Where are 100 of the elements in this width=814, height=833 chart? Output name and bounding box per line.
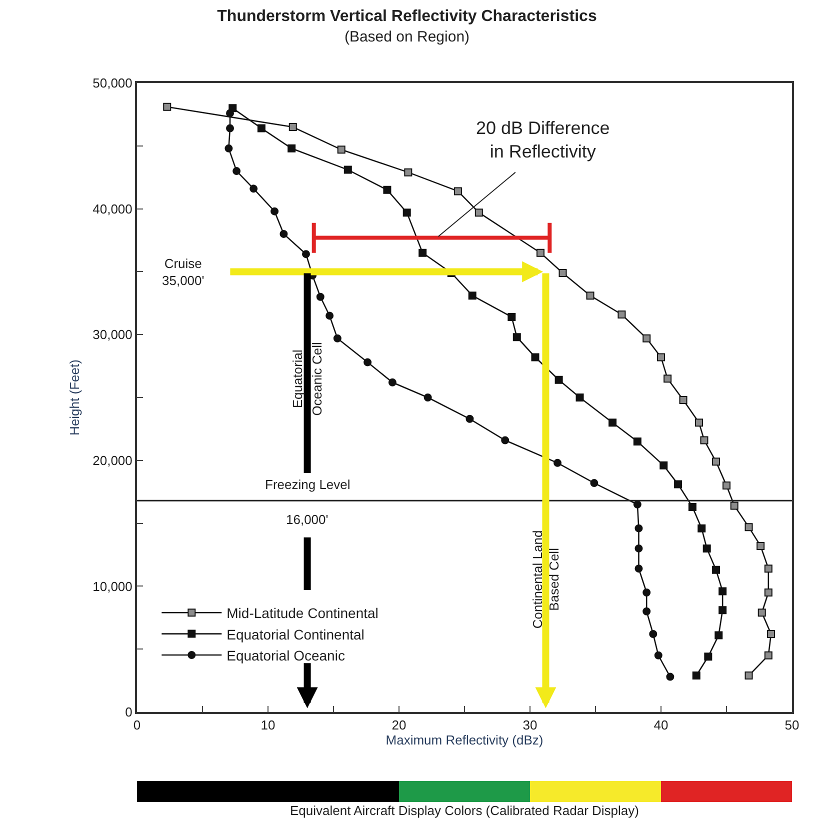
annotation: Cruise 35,000' [162, 256, 204, 288]
point [466, 414, 474, 423]
point [634, 564, 643, 573]
y-axis-title: Height (Feet) [67, 360, 82, 436]
point [744, 672, 753, 680]
point [508, 312, 516, 321]
point [712, 566, 720, 574]
point [280, 230, 288, 238]
annotation: Continental Land Based Cell [530, 530, 562, 629]
point [692, 672, 700, 680]
legend-label: Mid-Latitude Continental [226, 605, 378, 622]
point [337, 146, 346, 154]
legend-label: Equatorial Continental [226, 626, 364, 642]
x-axis-title: Maximum Reflectivity (dBz) [386, 732, 544, 748]
point [257, 124, 266, 132]
point [302, 250, 310, 258]
point [576, 394, 584, 402]
point [226, 124, 234, 132]
point [694, 418, 703, 427]
point [702, 544, 711, 552]
x-tick-label: 30 [522, 718, 538, 733]
point [468, 292, 476, 300]
point [642, 588, 651, 596]
point [698, 524, 706, 532]
point [590, 479, 598, 488]
point [649, 630, 658, 638]
point [634, 524, 643, 532]
point [633, 500, 642, 508]
point [660, 461, 668, 470]
point [664, 374, 672, 383]
point [454, 187, 462, 196]
point [674, 480, 682, 488]
point [764, 651, 772, 660]
y-tick-label: 40,000 [92, 201, 132, 216]
annotation: Equatorial Oceanic Cell [290, 342, 324, 416]
point [714, 631, 723, 640]
point [163, 102, 172, 111]
ref-line-label: Freezing Level [265, 477, 350, 492]
point [501, 436, 510, 444]
point [316, 292, 324, 301]
point [688, 502, 696, 511]
point [700, 436, 708, 444]
point [364, 358, 372, 366]
point [404, 168, 412, 176]
annotation: 20 dB Difference in Reflectivity [476, 118, 610, 162]
point [764, 588, 772, 596]
point [758, 608, 766, 617]
x-tick-label: 20 [392, 718, 406, 733]
point [402, 208, 411, 217]
point [270, 207, 279, 216]
point [326, 312, 334, 320]
point [744, 523, 753, 532]
x-tick-label: 10 [260, 718, 276, 733]
y-tick-label: 20,000 [92, 452, 132, 468]
point [654, 651, 662, 660]
point [712, 458, 720, 466]
x-tick-label: 40 [654, 718, 668, 733]
point [718, 606, 727, 614]
chart-title: Thunderstorm Vertical Reflectivity Characteristics [217, 8, 597, 25]
point [418, 248, 427, 257]
point [344, 166, 352, 174]
point [512, 333, 521, 342]
point [634, 544, 643, 552]
y-tick-label: 30,000 [92, 327, 132, 342]
point [250, 184, 258, 193]
point [288, 144, 296, 152]
point [718, 587, 727, 596]
point [586, 292, 594, 300]
point [474, 208, 483, 217]
point [730, 502, 738, 510]
point [288, 123, 297, 132]
y-tick-label: 10,000 [92, 578, 132, 594]
point [642, 607, 651, 616]
point [554, 458, 562, 467]
x-tick-label: 50 [784, 718, 800, 733]
point [388, 378, 396, 386]
point [383, 186, 392, 194]
legend-label: Equatorial Oceanic [226, 647, 345, 664]
point [704, 652, 712, 661]
point [618, 310, 626, 318]
point [558, 268, 567, 277]
point [232, 167, 241, 176]
point [722, 482, 730, 490]
point [536, 248, 544, 257]
y-tick-label: 0 [125, 704, 132, 720]
point [531, 353, 540, 362]
point [764, 564, 772, 573]
point [756, 542, 765, 550]
point [679, 396, 688, 404]
point [608, 418, 617, 427]
point [224, 144, 233, 152]
annotation: 16,000' [286, 512, 328, 527]
y-tick-label: 50,000 [92, 76, 132, 91]
point [554, 376, 563, 384]
text: Equivalent Aircraft Display Colors (Calibrated Radar Display) [290, 803, 639, 818]
point [226, 109, 234, 118]
point [666, 672, 674, 681]
point [633, 438, 642, 446]
point [657, 353, 665, 362]
point [424, 394, 432, 402]
